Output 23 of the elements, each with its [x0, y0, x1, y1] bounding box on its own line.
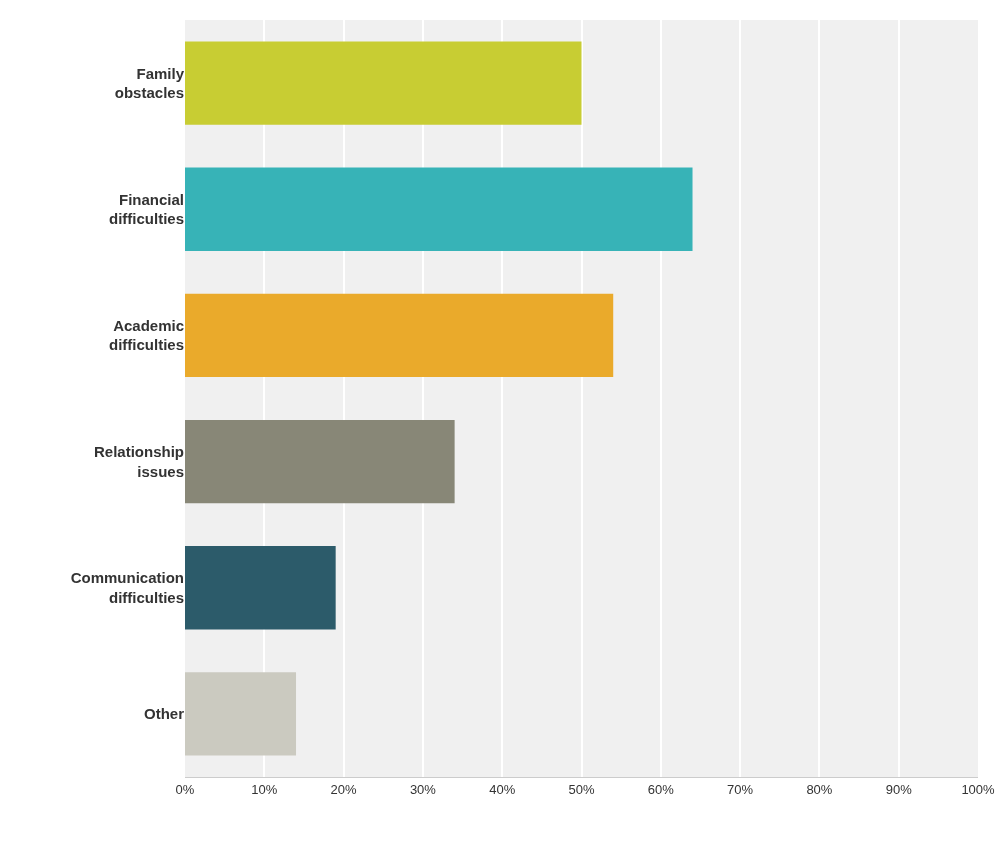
y-tick-label: Financial difficulties [108, 190, 184, 228]
y-tick-label: Communication difficulties [70, 569, 184, 606]
bar [185, 546, 336, 630]
bar [185, 419, 455, 504]
x-tick-label: 80% [806, 781, 833, 797]
y-tick-label: Other [143, 705, 185, 723]
x-tick-label: 10% [251, 781, 278, 797]
x-tick-label: 20% [330, 781, 358, 797]
x-tick-label: 50% [568, 781, 595, 797]
x-tick-label: 60% [647, 781, 675, 797]
y-tick-label: Family obstacles [114, 64, 185, 102]
x-tick-label: 40% [489, 781, 516, 797]
x-tick-label: 0% [175, 781, 195, 797]
bar [185, 41, 582, 125]
y-tick-label: Academic difficulties [108, 316, 184, 354]
x-tick-label: 100% [961, 781, 996, 797]
x-tick-label: 30% [409, 781, 437, 797]
x-tick-label: 90% [885, 781, 913, 797]
bar [185, 293, 614, 378]
x-tick-label: 70% [727, 781, 754, 797]
bar [185, 167, 693, 251]
y-tick-label: Relationship issues [93, 443, 184, 480]
bar [185, 672, 297, 756]
